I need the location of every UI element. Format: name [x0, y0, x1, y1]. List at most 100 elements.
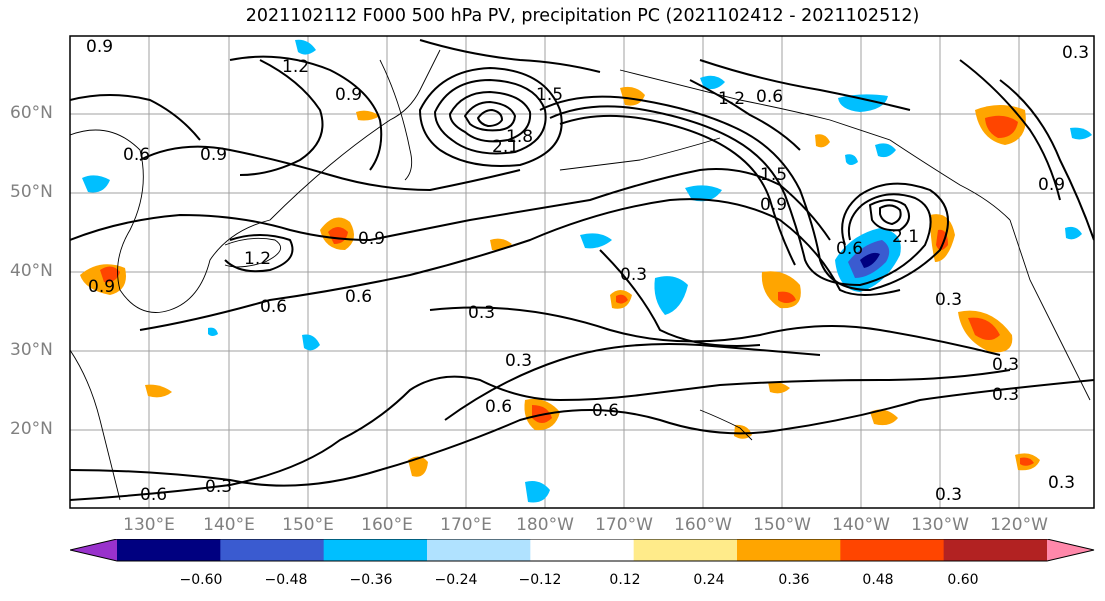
precip-patch — [580, 233, 612, 249]
contour-label: 1.8 — [506, 127, 533, 147]
lon-label-170e: 170°E — [440, 515, 492, 535]
colorbar-segment — [220, 539, 325, 561]
contour-0.9 — [419, 39, 601, 73]
lon-label-160w: 160°W — [674, 515, 732, 535]
contour-label: 0.6 — [345, 287, 372, 307]
colorbar-outline — [70, 539, 1095, 562]
contour-0.6 — [139, 145, 521, 191]
contour-label: 0.6 — [756, 87, 783, 107]
contour-label: 2.1 — [492, 137, 519, 157]
colorbar-segment — [633, 539, 738, 561]
contour-label: 0.3 — [935, 290, 962, 310]
lon-label-140w: 140°W — [832, 515, 890, 535]
contour-2.1 — [879, 204, 902, 225]
contour-label: 0.6 — [592, 401, 619, 421]
precip-patch — [1020, 457, 1034, 466]
contour-0.3 — [444, 343, 821, 421]
colorbar-segment — [840, 539, 945, 561]
contour-label: 0.3 — [1062, 43, 1089, 63]
contour-0.9 — [959, 59, 1061, 201]
contour-label: 0.9 — [86, 37, 113, 57]
map-title: 2021102112 F000 500 hPa PV, precipitatio… — [245, 6, 920, 26]
lon-label-180w: 180°W — [516, 515, 574, 535]
contour-label: 1.5 — [760, 165, 787, 185]
contour-2.1 — [477, 109, 503, 127]
colorbar-tick-label: 0.12 — [609, 572, 641, 588]
precip-patch — [1065, 226, 1082, 240]
contour-label: 0.9 — [1038, 175, 1065, 195]
lon-label-170w: 170°W — [595, 515, 653, 535]
precip-patch — [870, 409, 898, 426]
contour-0.6 — [70, 369, 1011, 501]
contour-1.8 — [549, 105, 932, 286]
precip-patch — [761, 271, 801, 309]
precip-patch — [768, 381, 790, 394]
contour-label: 0.3 — [620, 265, 647, 285]
coastline-aleutians — [559, 137, 721, 171]
colorbar-tick-label: −0.24 — [434, 572, 478, 588]
lon-label-140e: 140°E — [203, 515, 255, 535]
colorbar-tick-label: 0.60 — [947, 572, 979, 588]
colorbar-extend-max — [1047, 539, 1094, 561]
precip-patch — [968, 317, 1000, 340]
precip-patch — [985, 115, 1018, 138]
contour-label: 0.6 — [836, 239, 863, 259]
contour-label: 0.3 — [505, 351, 532, 371]
precip-patch — [620, 86, 645, 106]
colorbar-tick-label: 0.48 — [862, 572, 894, 588]
contour-0.9 — [70, 168, 831, 241]
contour-label: 0.3 — [205, 477, 232, 497]
contour-2.1 — [559, 114, 796, 266]
contour-label: 0.3 — [935, 485, 962, 505]
contour-label: 2.1 — [892, 227, 919, 247]
coastline-asia — [70, 49, 441, 313]
colorbar-extend-min — [70, 539, 117, 561]
contour-2.1 — [869, 199, 910, 232]
pv-contours — [70, 39, 1094, 501]
precip-patch — [838, 94, 888, 112]
contour-label: 0.3 — [992, 385, 1019, 405]
contour-0.6 — [999, 79, 1094, 241]
precip-patch — [685, 185, 722, 202]
lat-label-40n: 40°N — [10, 261, 53, 281]
lon-label-120w: 120°W — [990, 515, 1048, 535]
precip-patch — [302, 334, 320, 351]
contour-1.2 — [239, 59, 324, 176]
colorbar-segment — [530, 539, 635, 561]
coastline-hawaii — [699, 409, 753, 441]
colorbar-segment — [737, 539, 841, 561]
precip-patch — [616, 294, 628, 304]
precip-patch — [845, 154, 858, 165]
map-frame — [69, 35, 1095, 509]
precip-patch — [815, 134, 830, 148]
colorbar-segment — [427, 539, 531, 561]
lon-label-130w: 130°W — [911, 515, 969, 535]
contour-0.9 — [229, 55, 383, 171]
precip-positive-patches — [80, 86, 1040, 477]
lat-label-50n: 50°N — [10, 182, 53, 202]
contour-0.3 — [599, 249, 761, 347]
gridlines — [70, 36, 1094, 508]
contour-label: 0.6 — [260, 297, 287, 317]
precip-patch — [100, 266, 120, 283]
contour-label: 1.2 — [718, 89, 745, 109]
contour-label: 0.6 — [140, 485, 167, 505]
lat-label-30n: 30°N — [10, 340, 53, 360]
colorbar-segment — [943, 539, 1048, 561]
lat-label-60n: 60°N — [10, 103, 53, 123]
colorbar-tick-label: −0.60 — [179, 572, 223, 588]
lon-label-150e: 150°E — [282, 515, 334, 535]
coastline-alaska — [619, 69, 1011, 221]
precip-patch — [860, 252, 880, 268]
contour-label: 0.3 — [1048, 473, 1075, 493]
contour-0.6 — [699, 59, 911, 111]
contour-label: 0.9 — [88, 277, 115, 297]
contour-label: 0.9 — [200, 145, 227, 165]
contour-2.1 — [464, 101, 516, 132]
colorbar-tick-label: 0.36 — [778, 572, 810, 588]
contour-2.1 — [449, 91, 532, 143]
lon-label-160e: 160°E — [361, 515, 413, 535]
colorbar-tick-label: −0.12 — [518, 572, 562, 588]
precip-patch — [295, 39, 316, 55]
contour-label: 1.2 — [282, 57, 309, 77]
